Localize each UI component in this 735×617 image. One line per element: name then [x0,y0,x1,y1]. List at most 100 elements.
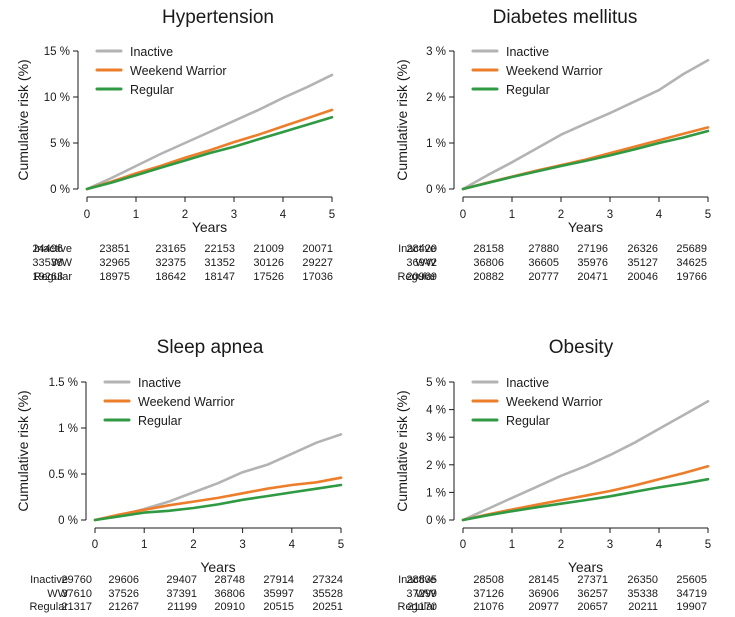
x-tick-label: 0 [84,209,90,221]
risk-cell: 32965 [99,257,130,269]
risk-cell: 21009 [253,243,284,255]
risk-cell: 27371 [577,574,608,586]
risk-cell: 25605 [676,574,707,586]
risk-cell: 22153 [204,243,235,255]
risk-cell: 31352 [204,257,235,269]
risk-cell: 29606 [108,574,139,586]
x-axis-label: Years [192,219,227,235]
y-axis-label: Cumulative risk (%) [394,390,410,511]
series-line-inactive [85,73,334,191]
risk-row-label: WW [415,588,436,600]
risk-row-label: WW [51,257,72,269]
risk-cell: 20251 [312,601,343,613]
series-line-inactive [461,58,710,191]
x-tick-label: 1 [133,209,139,221]
x-tick-label: 0 [92,539,98,551]
risk-cell: 21267 [108,601,139,613]
y-tick-label: 2 % [426,92,446,104]
y-tick-label: 0 % [426,515,446,527]
risk-cell: 28420 [406,243,437,255]
risk-row-label: Inactive [30,574,68,586]
y-tick-label: 5 % [426,377,446,389]
risk-row-label: Regular [397,271,436,283]
risk-row-label: WW [47,588,68,600]
risk-cell: 23165 [155,243,186,255]
series-line-regular [461,477,710,522]
risk-cell: 28508 [473,574,504,586]
risk-cell: 20657 [577,601,608,613]
risk-cell: 34625 [676,257,707,269]
chart-title: Hypertension [162,7,274,28]
panel-sleep-apnea: Sleep apnea Cumulative risk (%) 0 % 0.5 % 1 … [15,337,344,613]
risk-cell: 36806 [214,588,245,600]
risk-cell: 27880 [528,243,559,255]
risk-cell: 30126 [253,257,284,269]
x-tick-label: 4 [656,539,663,551]
risk-cell: 18147 [204,271,235,283]
x-tick-label: 1 [509,539,515,551]
y-tick-label: 2 % [426,460,446,472]
x-tick-label: 1 [509,209,515,221]
y-tick-label: 1 % [426,138,446,150]
y-tick-label: 0 % [50,184,70,196]
y-axis-label: Cumulative risk (%) [15,59,31,180]
risk-cell: 18642 [155,271,186,283]
legend-label-inactive: Inactive [130,45,173,59]
legend-label-weekend-warrior: Weekend Warrior [506,395,603,409]
risk-row-label: Regular [397,601,436,613]
risk-cell: 21076 [473,601,504,613]
series-line-inactive [461,399,710,522]
risk-cell: 19766 [676,271,707,283]
x-tick-label: 5 [329,209,335,221]
risk-cell: 35338 [627,588,658,600]
x-axis-label: Years [200,559,235,575]
panel-hypertension: Hypertension Cumulative risk (%) 0 % 5 % 10 … [15,7,335,283]
y-tick-label: 4 % [426,405,446,417]
risk-cell: 36605 [528,257,559,269]
x-axis-label: Years [568,219,603,235]
risk-cell: 36257 [577,588,608,600]
risk-cell: 19263 [32,271,63,283]
risk-cell: 20471 [577,271,608,283]
risk-cell: 35528 [312,588,343,600]
risk-cell: 21317 [61,601,92,613]
x-tick-label: 1 [141,539,147,551]
x-axis-label: Years [568,559,603,575]
y-tick-label: 5 % [50,138,70,150]
risk-cell: 20777 [528,271,559,283]
risk-cell: 17036 [302,271,333,283]
risk-cell: 37526 [108,588,139,600]
y-tick-label: 1.5 % [49,377,78,389]
risk-row-label: WW [415,257,436,269]
legend-label-weekend-warrior: Weekend Warrior [138,395,235,409]
x-tick-label: 2 [558,539,564,551]
series-line-regular [85,115,334,191]
legend-label-weekend-warrior: Weekend Warrior [506,64,603,78]
x-tick-label: 4 [280,209,287,221]
risk-cell: 36906 [528,588,559,600]
risk-cell: 28145 [528,574,559,586]
y-tick-label: 1 % [58,423,78,435]
x-tick-label: 5 [705,539,711,551]
risk-cell: 20071 [302,243,333,255]
legend-label-inactive: Inactive [506,376,549,390]
y-tick-label: 1 % [426,487,446,499]
risk-cell: 20977 [528,601,559,613]
legend-label-inactive: Inactive [138,376,181,390]
risk-cell: 20910 [214,601,245,613]
series-line-regular [461,129,710,191]
risk-cell: 32375 [155,257,186,269]
risk-row-label: Inactive [34,243,72,255]
y-tick-label: 3 % [426,432,446,444]
risk-row-label: Inactive [398,243,436,255]
panel-obesity: Obesity Cumulative risk (%) 0 % 1 % 2 % 3 % 4 … [394,337,711,613]
x-tick-label: 0 [460,539,466,551]
chart-title: Diabetes mellitus [493,7,638,28]
risk-cell: 27914 [263,574,294,586]
risk-cell: 23851 [99,243,130,255]
x-tick-label: 2 [558,209,564,221]
y-tick-label: 0.5 % [49,469,78,481]
x-tick-label: 3 [607,539,613,551]
risk-cell: 37126 [473,588,504,600]
